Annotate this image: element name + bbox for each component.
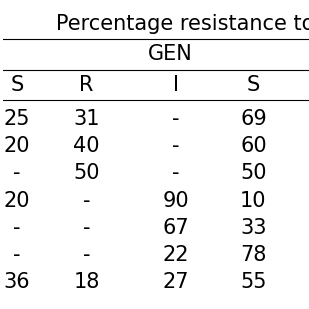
Text: 10: 10 — [240, 191, 267, 210]
Text: Percentage resistance to: Percentage resistance to — [56, 14, 309, 34]
Text: -: - — [13, 163, 21, 183]
Text: 33: 33 — [240, 218, 267, 238]
Text: -: - — [83, 245, 90, 265]
Text: 36: 36 — [4, 272, 30, 292]
Text: -: - — [172, 109, 180, 129]
Text: 78: 78 — [240, 245, 267, 265]
Text: -: - — [13, 245, 21, 265]
Text: 67: 67 — [163, 218, 189, 238]
Text: -: - — [83, 218, 90, 238]
Text: -: - — [13, 218, 21, 238]
Text: 90: 90 — [163, 191, 189, 210]
Text: 31: 31 — [73, 109, 100, 129]
Text: 22: 22 — [163, 245, 189, 265]
Text: 18: 18 — [73, 272, 100, 292]
Text: 25: 25 — [4, 109, 30, 129]
Bar — [0, 0, 3, 309]
Text: I: I — [173, 75, 179, 95]
Text: 50: 50 — [73, 163, 100, 183]
Text: 50: 50 — [240, 163, 267, 183]
Text: 40: 40 — [73, 136, 100, 156]
Text: 69: 69 — [240, 109, 267, 129]
Text: -: - — [172, 163, 180, 183]
Text: 60: 60 — [240, 136, 267, 156]
Text: R: R — [79, 75, 94, 95]
Text: -: - — [83, 191, 90, 210]
Text: S: S — [11, 75, 23, 95]
Text: 20: 20 — [4, 191, 30, 210]
Text: 20: 20 — [4, 136, 30, 156]
Text: -: - — [172, 136, 180, 156]
Text: S: S — [247, 75, 260, 95]
Text: 55: 55 — [240, 272, 267, 292]
Text: 27: 27 — [163, 272, 189, 292]
Text: GEN: GEN — [148, 44, 192, 64]
